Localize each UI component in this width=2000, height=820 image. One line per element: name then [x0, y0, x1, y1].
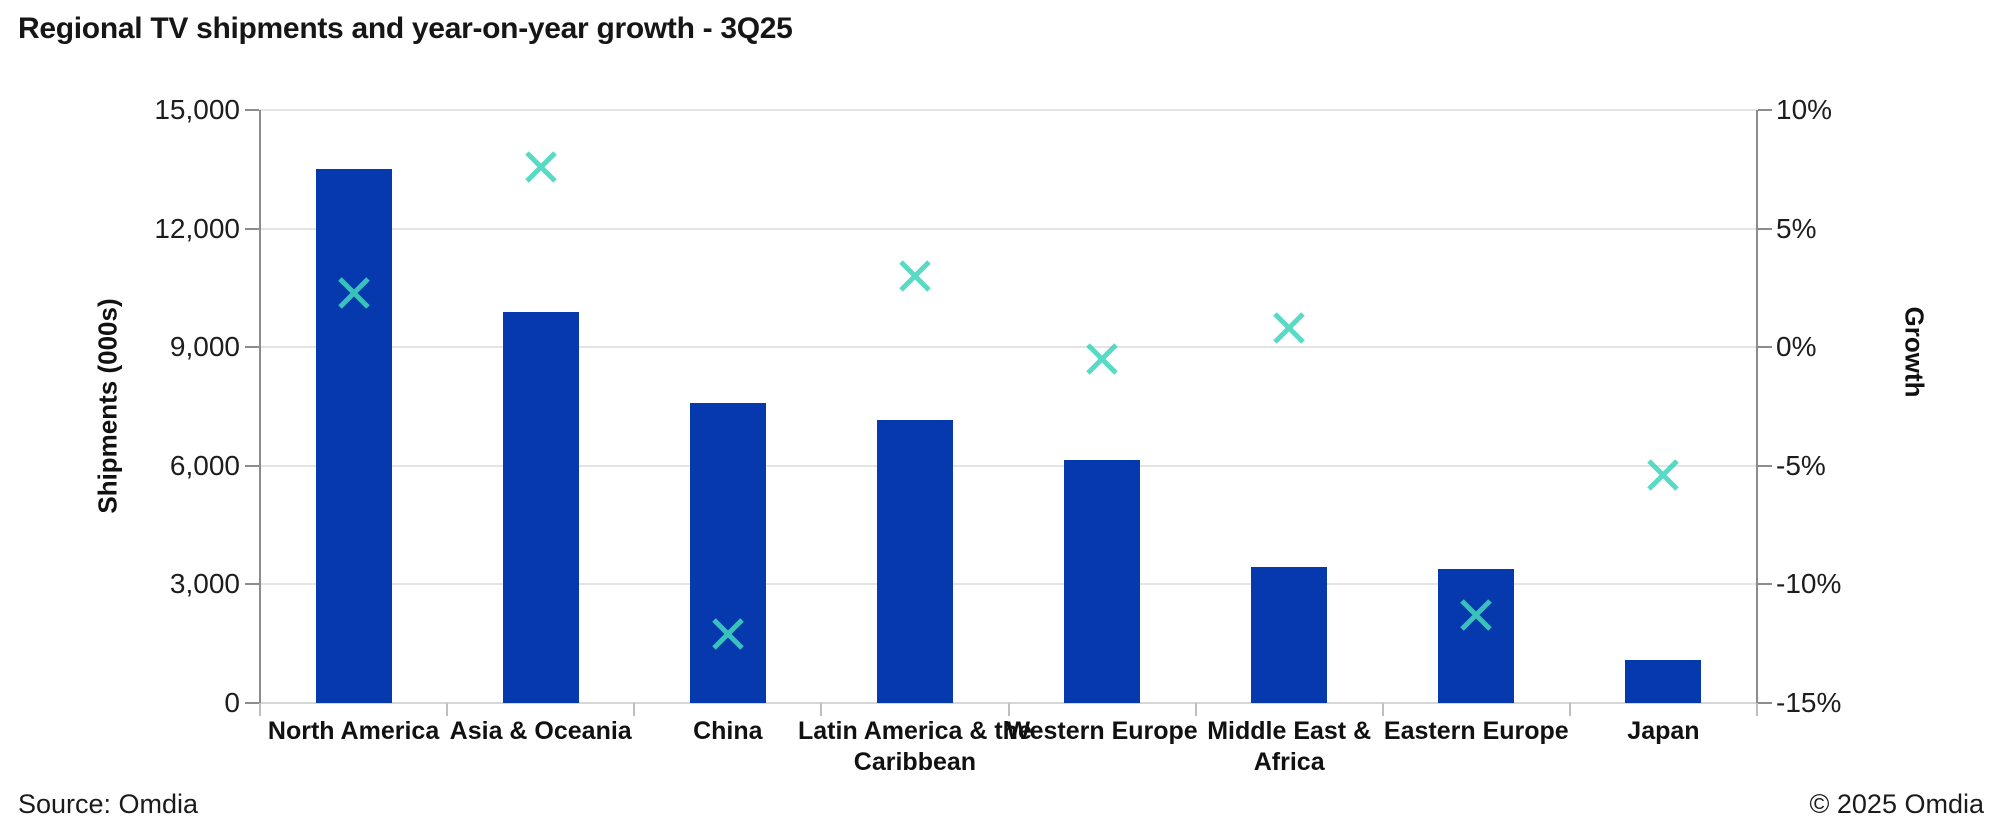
growth-x-marker-asia-oceania [524, 151, 557, 183]
category-label-middle-east-africa: Middle East & Africa [1207, 717, 1372, 776]
growth-x-marker-eastern-europe [1460, 599, 1493, 632]
growth-x-marker-latin-america-the-caribbean [899, 260, 931, 292]
category-label-north-america: North America [267, 717, 440, 745]
axis-tick-left [245, 227, 259, 230]
left-axis-tick-label: 6,000 [169, 449, 240, 481]
growth-x-marker-western-europe [1086, 343, 1118, 375]
category-boundary-tick [820, 703, 823, 716]
category-boundary-tick [1756, 703, 1758, 716]
category-boundary-tick [633, 703, 636, 716]
left-value-axis-line [259, 110, 261, 713]
shipments-bar-north-america [315, 169, 392, 703]
right-axis-tick-label: 10% [1776, 94, 1833, 125]
axis-tick-left [245, 346, 259, 349]
category-label-japan: Japan [1627, 717, 1700, 745]
category-boundary-tick [1194, 703, 1197, 716]
gridline [260, 346, 1757, 349]
axis-tick-left [245, 702, 259, 704]
category-boundary-tick [446, 703, 449, 716]
left-axis-tick-label: 3,000 [169, 568, 240, 600]
category-label-eastern-europe: Eastern Europe [1383, 717, 1569, 745]
axis-tick-left [245, 583, 259, 586]
shipments-bar-china [689, 402, 766, 703]
left-axis-tick-label: 12,000 [154, 212, 240, 244]
shipments-bar-eastern-europe [1438, 568, 1515, 703]
left-axis-title: Shipments (000s) [92, 298, 123, 514]
shipments-bar-asia-oceania [502, 311, 579, 703]
gridline [260, 464, 1757, 467]
axis-tick-left [245, 464, 259, 467]
right-axis-tick-label: 5% [1776, 212, 1817, 244]
axis-tick-right [1758, 227, 1772, 230]
plot-area [245, 109, 1772, 716]
axis-tick-left [245, 109, 259, 111]
category-label-western-europe: Western Europe [1006, 717, 1198, 745]
left-axis-tick-label: 9,000 [169, 331, 240, 363]
shipments-bar-japan [1625, 659, 1702, 703]
shipments-bar-western-europe [1064, 459, 1141, 703]
axis-tick-right [1758, 346, 1772, 349]
gridline [260, 227, 1757, 230]
axis-tick-right [1758, 583, 1772, 586]
source-note: Source: Omdia [18, 789, 199, 819]
right-axis-tick-label: -15% [1776, 687, 1842, 718]
gridline [260, 583, 1757, 586]
right-axis-tick-label: 0% [1776, 331, 1817, 363]
category-label-china: China [693, 717, 763, 745]
right-axis-tick-label: -10% [1776, 568, 1842, 600]
axis-tick-right [1758, 702, 1772, 704]
shipments-bar-middle-east-africa [1251, 566, 1328, 703]
growth-x-marker-japan [1647, 459, 1680, 492]
left-axis-tick-label: 0 [224, 687, 240, 718]
right-value-axis-line [1756, 110, 1758, 703]
copyright-note: © 2025 Omdia [1809, 789, 1985, 819]
chart-title: Regional TV shipments and year-on-year g… [18, 12, 793, 45]
growth-x-marker-north-america [337, 276, 370, 309]
category-label-asia-oceania: Asia & Oceania [449, 717, 632, 745]
gridline [260, 109, 1757, 111]
axis-tick-right [1758, 109, 1772, 111]
growth-x-marker-middle-east-africa [1273, 312, 1305, 344]
shipments-bar-latin-america-the-caribbean [876, 420, 953, 703]
right-axis-tick-label: -5% [1776, 449, 1826, 481]
category-boundary-tick [1568, 703, 1571, 716]
left-axis-tick-label: 15,000 [154, 94, 240, 125]
growth-x-marker-china [712, 618, 744, 650]
category-boundary-tick [1381, 703, 1384, 716]
axis-tick-right [1758, 464, 1772, 467]
category-boundary-tick [1007, 703, 1010, 716]
category-boundary-tick [259, 703, 261, 716]
category-label-latin-america-the-caribbean: Latin America & the Caribbean [798, 717, 1032, 776]
